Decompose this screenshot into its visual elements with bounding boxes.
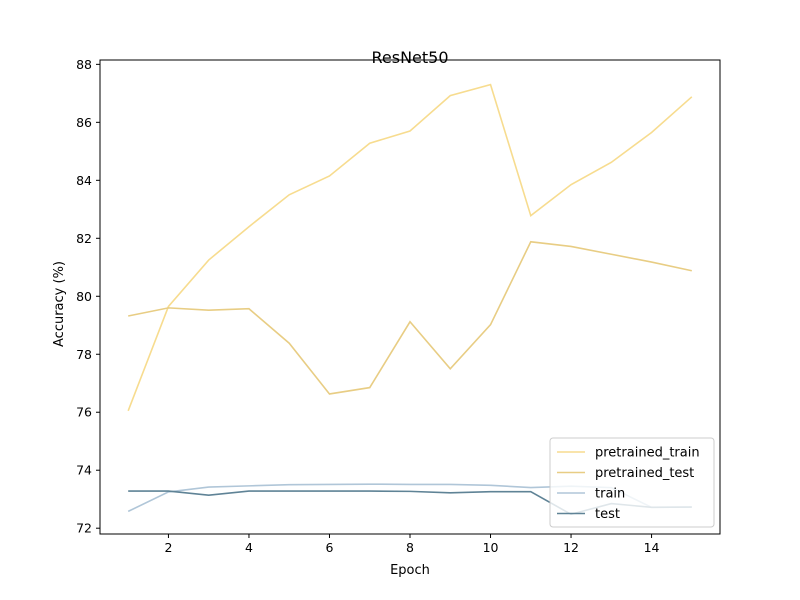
x-axis-ticks: 2 4 6 8 10 12 14 xyxy=(164,534,660,555)
legend-box xyxy=(549,437,715,528)
y-tick-label: 74 xyxy=(76,463,92,478)
x-tick-label: 8 xyxy=(406,540,414,555)
x-tick-label: 14 xyxy=(644,540,660,555)
x-tick-label: 4 xyxy=(245,540,253,555)
x-tick-label: 6 xyxy=(326,540,334,555)
y-tick-label: 84 xyxy=(76,173,92,188)
y-axis-label: Accuracy (%) xyxy=(52,261,67,347)
series-line-pretrained-train xyxy=(127,83,693,412)
y-tick-label: 80 xyxy=(76,289,92,304)
y-tick-label: 76 xyxy=(76,405,92,420)
y-tick-label: 78 xyxy=(76,347,92,362)
x-tick-label: 12 xyxy=(563,540,579,555)
legend-label-train: train xyxy=(595,487,625,502)
x-tick-label: 10 xyxy=(483,540,499,555)
y-tick-label: 72 xyxy=(76,521,92,536)
series-line-pretrained-test xyxy=(128,240,692,395)
x-axis-label: Epoch xyxy=(390,563,430,578)
y-axis-ticks: 72 74 76 78 80 82 84 86 88 xyxy=(76,57,100,536)
y-tick-label: 82 xyxy=(76,231,92,246)
y-tick-label: 88 xyxy=(76,57,92,72)
legend-label-pretrained-train: pretrained_train xyxy=(595,446,700,461)
legend-label-test: test xyxy=(595,507,620,522)
legend-label-pretrained-test: pretrained_test xyxy=(595,466,694,481)
x-tick-label: 2 xyxy=(164,540,172,555)
y-tick-label: 86 xyxy=(76,115,92,130)
chart-title: ResNet50 xyxy=(371,48,448,67)
